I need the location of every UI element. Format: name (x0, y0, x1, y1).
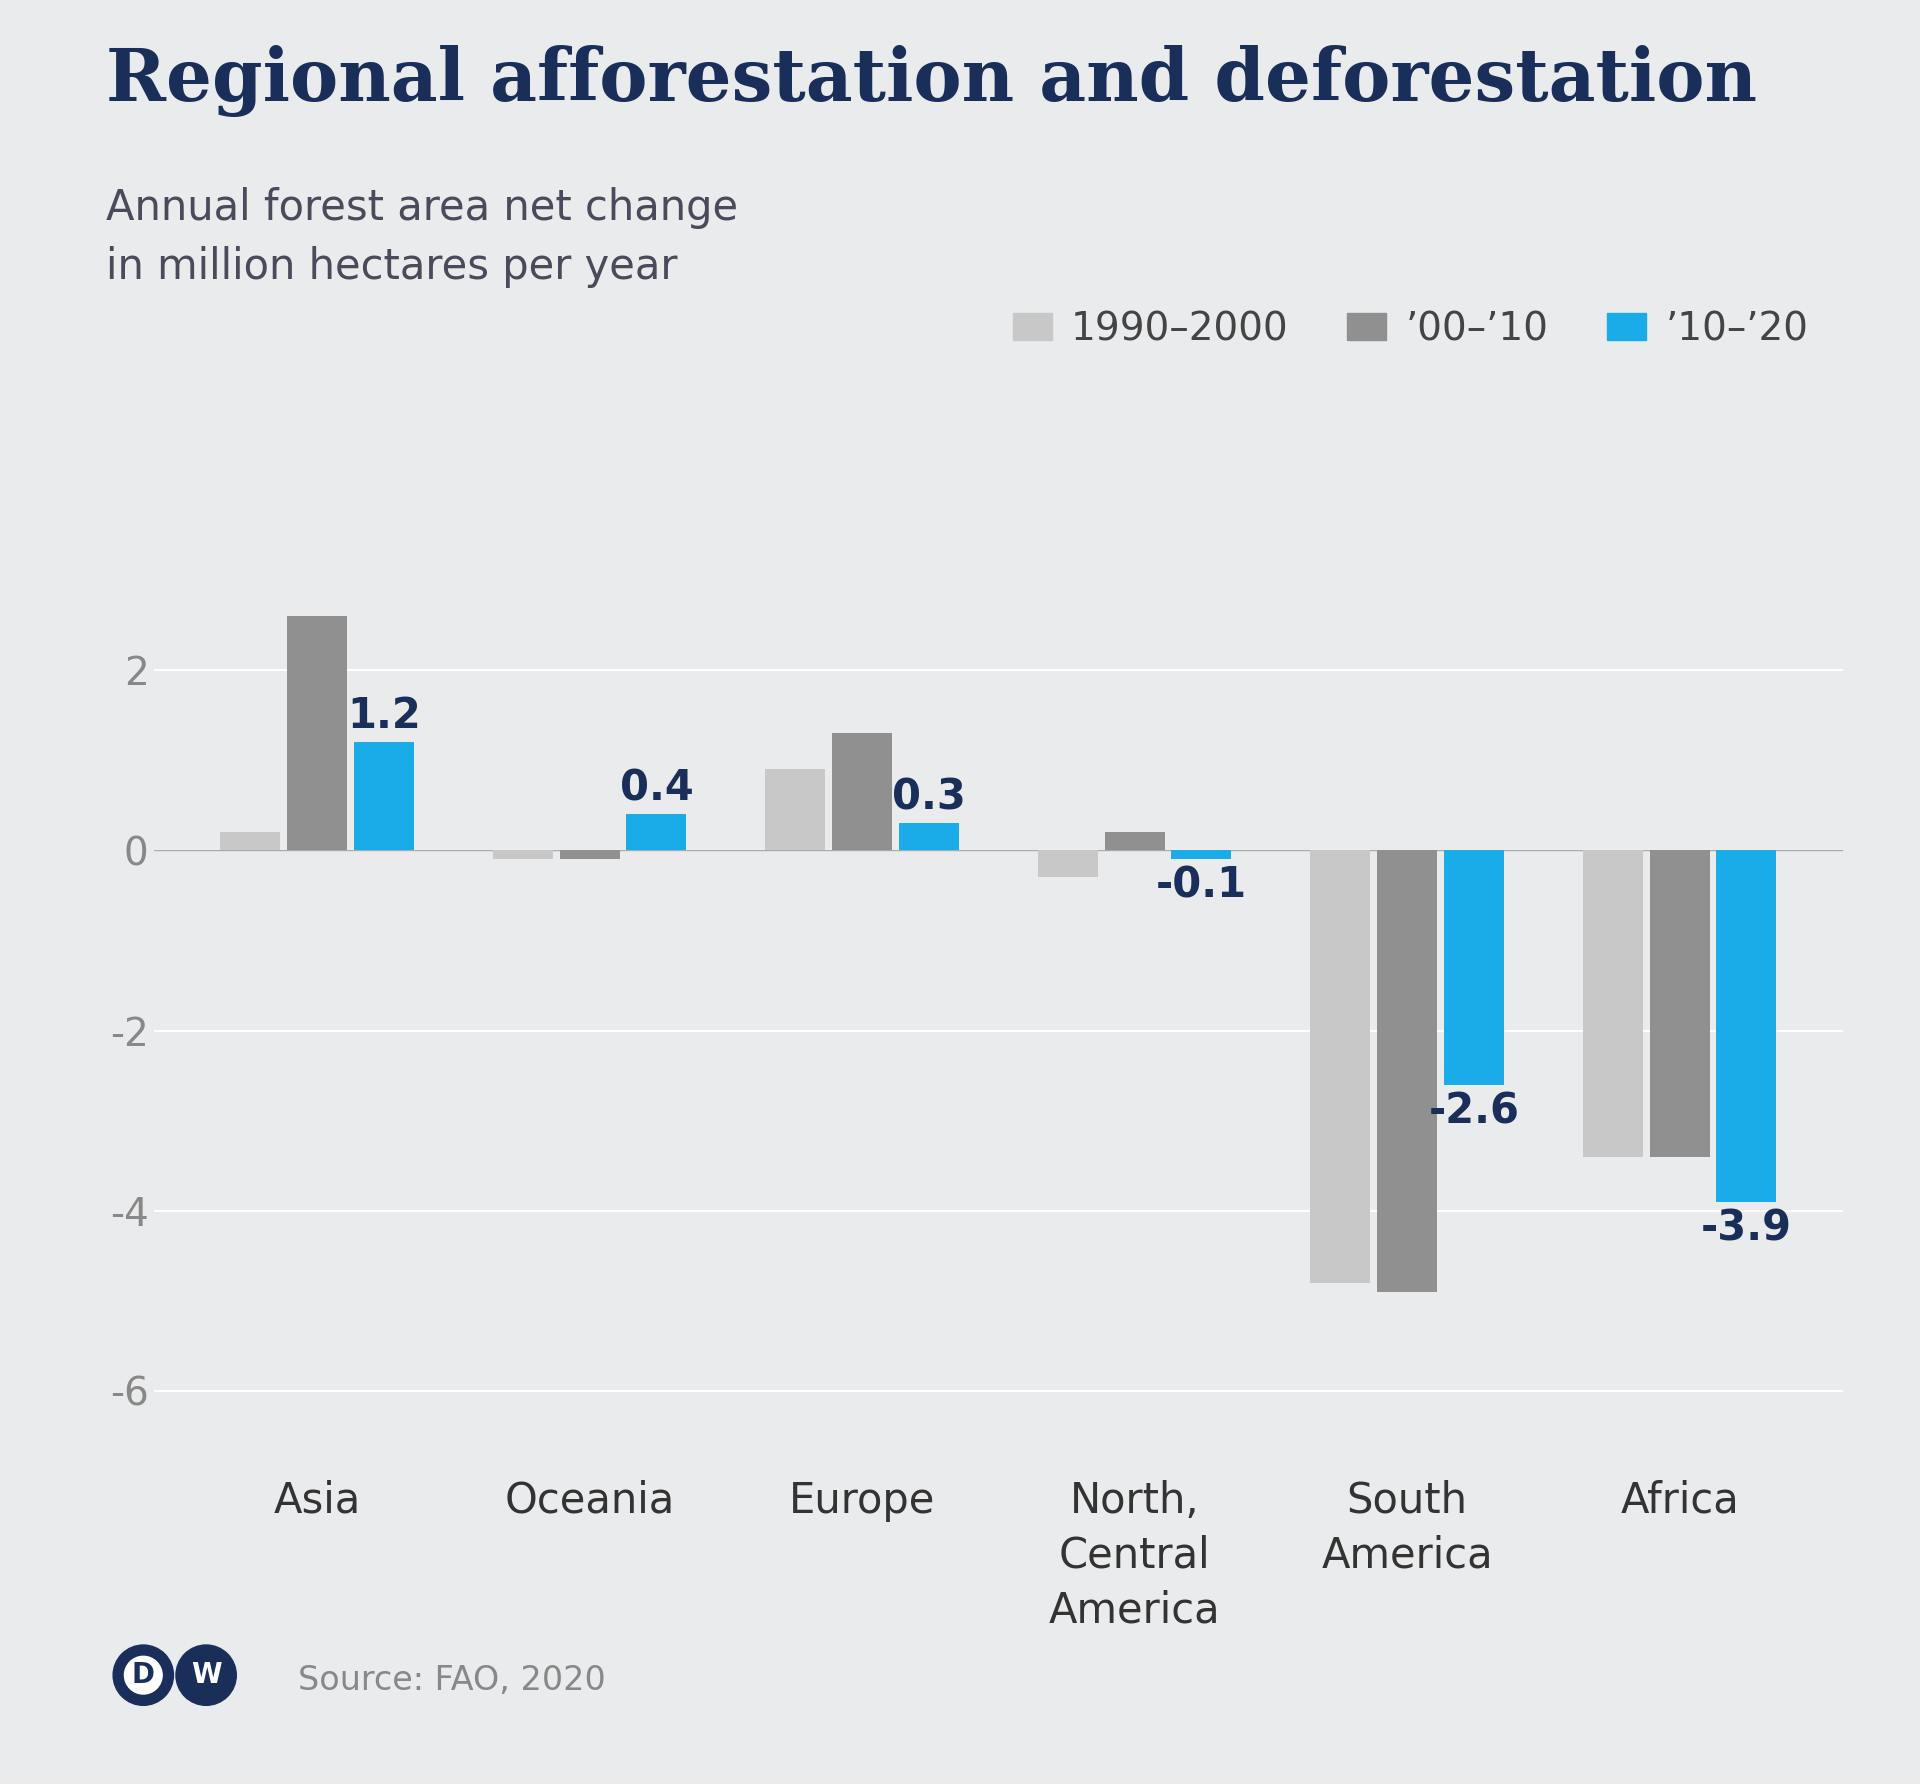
Legend: 1990–2000, ’00–’10, ’10–’20: 1990–2000, ’00–’10, ’10–’20 (996, 294, 1824, 364)
Text: Annual forest area net change
in million hectares per year: Annual forest area net change in million… (106, 187, 737, 287)
Bar (221, 833, 280, 851)
Text: Source: FAO, 2020: Source: FAO, 2020 (298, 1664, 605, 1697)
Bar (766, 769, 826, 851)
Text: -3.9: -3.9 (1701, 1208, 1791, 1249)
Circle shape (177, 1645, 236, 1706)
Text: -2.6: -2.6 (1428, 1090, 1519, 1133)
Text: 1.2: 1.2 (348, 696, 420, 737)
Bar (1104, 833, 1165, 851)
Bar (1582, 851, 1644, 1156)
Bar (288, 615, 348, 851)
Bar (1039, 851, 1098, 878)
Bar (559, 851, 620, 860)
Text: Regional afforestation and deforestation: Regional afforestation and deforestation (106, 45, 1757, 116)
Bar (1377, 851, 1438, 1292)
Bar (831, 733, 893, 851)
Bar (899, 824, 958, 851)
Text: 0.4: 0.4 (620, 767, 693, 808)
Bar (1311, 851, 1371, 1283)
Text: D: D (132, 1661, 156, 1689)
Bar (1171, 851, 1231, 860)
Text: 0.3: 0.3 (893, 776, 966, 819)
Bar (626, 815, 685, 851)
Text: -0.1: -0.1 (1156, 865, 1246, 906)
Bar (1444, 851, 1503, 1085)
Bar (1716, 851, 1776, 1202)
Text: W: W (190, 1661, 221, 1689)
Circle shape (113, 1645, 173, 1706)
Circle shape (125, 1656, 161, 1695)
Bar (1649, 851, 1709, 1156)
Bar (493, 851, 553, 860)
Bar (353, 742, 415, 851)
